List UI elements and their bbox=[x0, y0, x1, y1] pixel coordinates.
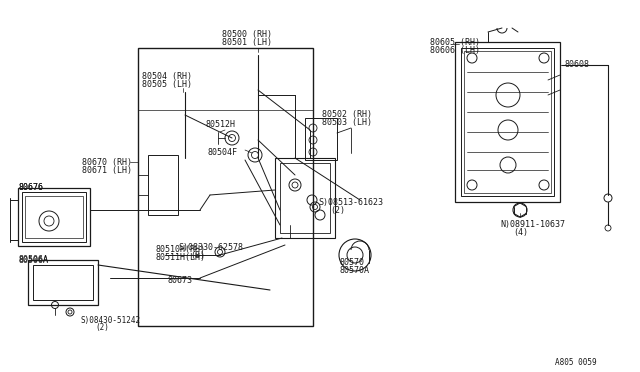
Bar bbox=[28, 260, 98, 305]
Text: 80671 (LH): 80671 (LH) bbox=[82, 166, 132, 175]
Bar bbox=[18, 188, 90, 246]
Bar bbox=[305, 118, 337, 160]
Text: 80506A: 80506A bbox=[18, 255, 48, 264]
Text: 80504F: 80504F bbox=[208, 148, 238, 157]
Text: 80676: 80676 bbox=[18, 183, 43, 192]
Text: (2): (2) bbox=[330, 206, 345, 215]
Text: 80506A: 80506A bbox=[18, 256, 48, 265]
Text: 80676: 80676 bbox=[18, 183, 43, 192]
Bar bbox=[138, 48, 313, 326]
Text: S)08330-62578: S)08330-62578 bbox=[178, 243, 243, 252]
Text: 80505 (LH): 80505 (LH) bbox=[142, 80, 192, 89]
Bar bbox=[464, 51, 551, 193]
Text: (2): (2) bbox=[95, 323, 109, 332]
Text: A805 0059: A805 0059 bbox=[555, 358, 596, 367]
Text: 80570: 80570 bbox=[340, 258, 365, 267]
Text: 80606 (LH): 80606 (LH) bbox=[430, 46, 480, 55]
Text: S)08513-61623: S)08513-61623 bbox=[318, 198, 383, 207]
Text: 80502 (RH): 80502 (RH) bbox=[322, 110, 372, 119]
Text: 80510H(RH): 80510H(RH) bbox=[155, 245, 205, 254]
Text: (8): (8) bbox=[190, 251, 205, 260]
Text: 80503 (LH): 80503 (LH) bbox=[322, 118, 372, 127]
Bar bbox=[280, 163, 330, 233]
Text: 80608: 80608 bbox=[565, 60, 590, 69]
Text: 80673: 80673 bbox=[168, 276, 193, 285]
Text: 80512H: 80512H bbox=[205, 120, 235, 129]
Bar bbox=[275, 158, 335, 238]
Text: 80605 (RH): 80605 (RH) bbox=[430, 38, 480, 47]
Text: 80504 (RH): 80504 (RH) bbox=[142, 72, 192, 81]
Bar bbox=[148, 155, 178, 215]
Bar bbox=[22, 192, 86, 242]
Bar bbox=[455, 42, 560, 202]
Text: 80500 (RH): 80500 (RH) bbox=[222, 30, 272, 39]
Bar bbox=[25, 196, 83, 238]
Bar bbox=[33, 265, 93, 300]
Bar bbox=[461, 48, 554, 196]
Text: 80511H(LH): 80511H(LH) bbox=[155, 253, 205, 262]
Text: N)08911-10637: N)08911-10637 bbox=[500, 220, 565, 229]
Text: 80501 (LH): 80501 (LH) bbox=[222, 38, 272, 47]
Text: (4): (4) bbox=[513, 228, 528, 237]
Text: 80570A: 80570A bbox=[340, 266, 370, 275]
Text: 80670 (RH): 80670 (RH) bbox=[82, 158, 132, 167]
Text: S)08430-51242: S)08430-51242 bbox=[80, 316, 140, 325]
